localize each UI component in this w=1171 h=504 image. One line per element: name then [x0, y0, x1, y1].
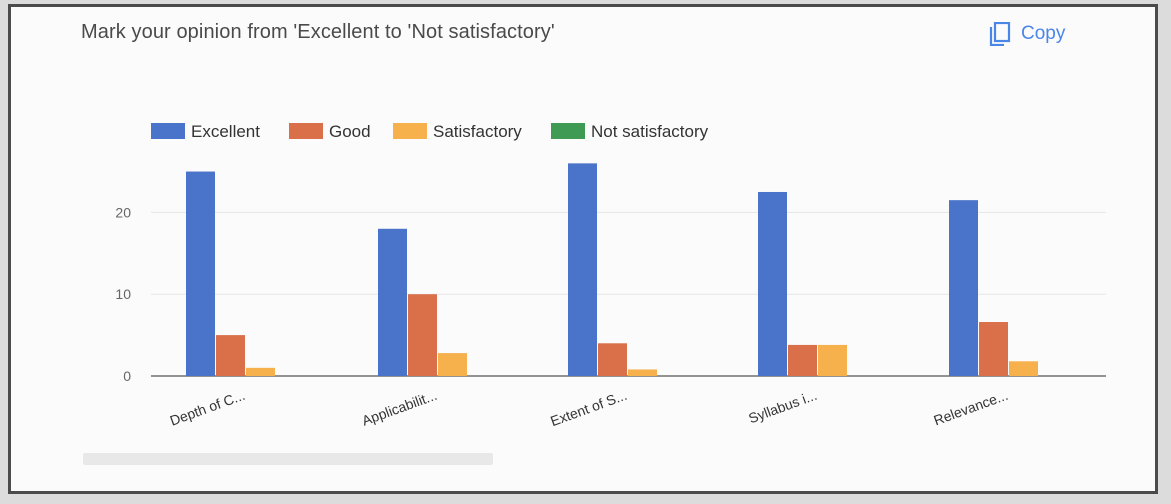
legend-item[interactable]: Satisfactory	[393, 122, 522, 141]
bar[interactable]: Excellent: 22.5	[758, 191, 787, 376]
legend-item[interactable]: Not satisfactory	[551, 122, 709, 141]
legend-label: Not satisfactory	[591, 122, 709, 141]
legend-item[interactable]: Good	[289, 122, 371, 141]
copy-button[interactable]: Copy	[989, 19, 1065, 49]
bar[interactable]: Good: 3.8	[788, 344, 817, 376]
legend-label: Excellent	[191, 122, 260, 141]
y-tick-label: 0	[123, 368, 131, 384]
legend-swatch	[151, 123, 185, 139]
legend: Excellent Good Satisfactory Not satisfactor…	[151, 122, 709, 141]
chart-title: Mark your opinion from 'Excellent to 'No…	[81, 21, 555, 43]
x-axis-labels: Depth of C... Applicabilit... Extent of S.…	[168, 387, 1010, 429]
y-axis-ticks: 0 10 20	[115, 204, 131, 384]
bar[interactable]: Excellent: 26	[568, 163, 597, 376]
legend-item[interactable]: Excellent	[151, 122, 260, 141]
y-tick-label: 20	[115, 204, 131, 220]
copy-label: Copy	[1021, 23, 1066, 44]
bar[interactable]: Excellent: 18	[378, 228, 407, 376]
bar[interactable]: Satisfactory: 1.8	[1009, 361, 1038, 376]
copy-icon	[989, 22, 1011, 46]
bar-chart: Excellent Good Satisfactory Not satisfactor…	[115, 122, 1106, 429]
legend-label: Satisfactory	[433, 122, 522, 141]
legend-label: Good	[329, 122, 371, 141]
x-tick-label: Syllabus i...	[746, 387, 819, 427]
x-tick-label: Extent of S...	[548, 387, 629, 429]
bars: Excellent: 25Good: 5Satisfactory: 1 Excel…	[186, 163, 1038, 376]
legend-swatch	[551, 123, 585, 139]
chart-card: Mark your opinion from 'Excellent to 'No…	[8, 4, 1158, 494]
bar[interactable]: Excellent: 25	[186, 171, 215, 376]
bar[interactable]: Good: 4	[598, 343, 627, 376]
bar[interactable]: Satisfactory: 3.8	[818, 344, 847, 376]
bar[interactable]: Satisfactory: 0.8	[628, 369, 657, 376]
x-tick-label: Relevance...	[931, 387, 1010, 429]
y-tick-label: 10	[115, 286, 131, 302]
bar[interactable]: Satisfactory: 1	[246, 367, 275, 376]
bar[interactable]: Excellent: 21.5	[949, 200, 978, 376]
bar[interactable]: Satisfactory: 2.8	[438, 353, 467, 376]
legend-swatch	[393, 123, 427, 139]
legend-swatch	[289, 123, 323, 139]
x-tick-label: Depth of C...	[168, 387, 247, 429]
x-tick-label: Applicabilit...	[360, 387, 439, 429]
bar[interactable]: Good: 6.6	[979, 322, 1008, 376]
bar[interactable]: Good: 10	[408, 294, 437, 376]
bar[interactable]: Good: 5	[216, 335, 245, 376]
horizontal-scrollbar[interactable]	[83, 453, 493, 465]
